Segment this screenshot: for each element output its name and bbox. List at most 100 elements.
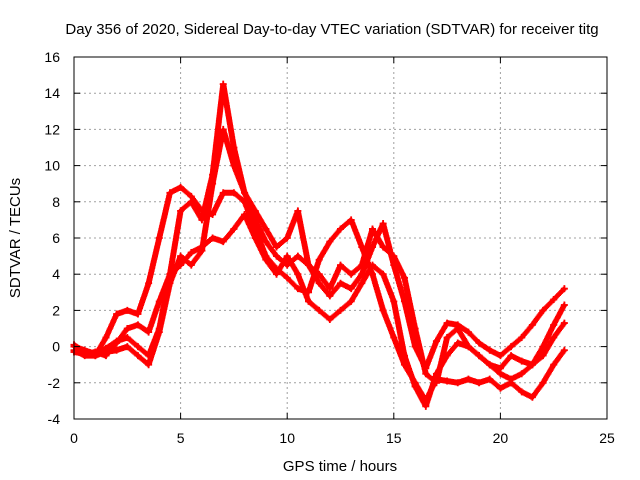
data-point	[326, 238, 334, 246]
data-point	[560, 301, 568, 309]
data-point	[400, 352, 408, 360]
data-point	[475, 379, 483, 387]
data-point	[550, 296, 558, 304]
data-point	[550, 334, 558, 342]
data-point	[241, 210, 249, 218]
data-point	[475, 352, 483, 360]
data-point	[145, 352, 153, 360]
data-point	[262, 225, 270, 233]
data-point	[230, 189, 238, 197]
axis-ticks: 0 5 10 15 20 25 -4 -2 0 2 4 6 8 10 12 14 16	[44, 49, 615, 446]
data-point	[326, 285, 334, 293]
x-tick-label: 25	[599, 430, 615, 446]
data-point	[347, 297, 355, 305]
data-point	[177, 261, 185, 269]
data-point	[518, 370, 526, 378]
y-tick-label: 4	[52, 266, 60, 282]
data-point	[518, 357, 526, 365]
data-point	[283, 234, 291, 242]
data-point	[337, 279, 344, 287]
y-tick-label: 0	[52, 339, 60, 355]
data-point	[134, 343, 142, 351]
data-point	[198, 243, 206, 251]
data-point	[422, 402, 430, 410]
data-point	[443, 334, 451, 342]
data-point	[368, 270, 376, 278]
data-point	[379, 220, 387, 228]
data-point	[187, 261, 195, 269]
data-point	[454, 339, 462, 347]
data-point	[507, 375, 515, 383]
chart-title: Day 356 of 2020, Sidereal Day-to-day VTE…	[65, 21, 598, 38]
data-point	[91, 350, 99, 358]
data-point	[539, 352, 547, 360]
data-point	[134, 352, 142, 360]
data-point	[294, 270, 302, 278]
series-track-1	[70, 183, 568, 405]
data-point	[539, 379, 547, 387]
data-point	[539, 306, 547, 314]
data-point	[294, 252, 302, 260]
data-point	[337, 225, 344, 233]
data-point	[432, 337, 440, 345]
data-point	[166, 270, 174, 278]
data-point	[294, 207, 302, 215]
data-point	[315, 279, 323, 287]
data-point	[347, 216, 355, 224]
data-point	[390, 334, 398, 342]
data-point	[145, 279, 153, 287]
data-point	[294, 285, 302, 293]
data-point	[379, 243, 387, 251]
y-tick-label: 10	[44, 158, 60, 174]
data-point	[273, 243, 281, 251]
data-point	[475, 339, 483, 347]
data-point	[443, 377, 451, 385]
data-point	[496, 370, 504, 378]
data-point	[390, 297, 398, 305]
data-point	[507, 343, 515, 351]
y-tick-label: 8	[52, 194, 60, 210]
data-point	[518, 334, 526, 342]
data-point	[337, 261, 344, 269]
data-point	[507, 352, 515, 360]
data-point	[102, 334, 110, 342]
data-point	[145, 361, 153, 369]
data-point	[539, 343, 547, 351]
data-point	[283, 274, 291, 282]
y-tick-label: -2	[48, 375, 61, 391]
data-point	[560, 285, 568, 293]
data-point	[443, 352, 451, 360]
data-point	[464, 343, 472, 351]
data-point	[454, 379, 462, 387]
data-point	[209, 234, 217, 242]
data-point	[187, 248, 195, 256]
data-point	[187, 198, 195, 206]
data-point	[155, 234, 163, 242]
data-point	[464, 328, 472, 336]
x-axis-label: GPS time / hours	[283, 458, 397, 475]
x-tick-label: 20	[493, 430, 509, 446]
data-point	[528, 361, 536, 369]
data-point	[486, 361, 494, 369]
y-axis-label: SDTVAR / TECUs	[7, 178, 24, 298]
data-point	[347, 285, 355, 293]
y-tick-label: -4	[48, 411, 61, 427]
data-point	[81, 346, 89, 354]
data-point	[262, 256, 270, 264]
data-point	[550, 321, 558, 329]
series-markers	[71, 184, 568, 404]
data-point	[400, 297, 408, 305]
data-point	[411, 382, 419, 390]
data-point	[400, 274, 408, 282]
data-point	[347, 270, 355, 278]
data-point	[326, 292, 334, 300]
data-point	[177, 207, 185, 215]
data-point	[528, 393, 536, 401]
data-point	[496, 352, 504, 360]
data-point	[219, 238, 227, 246]
data-point	[464, 375, 472, 383]
data-point	[177, 252, 185, 260]
data-point	[177, 183, 185, 191]
data-point	[230, 144, 238, 151]
